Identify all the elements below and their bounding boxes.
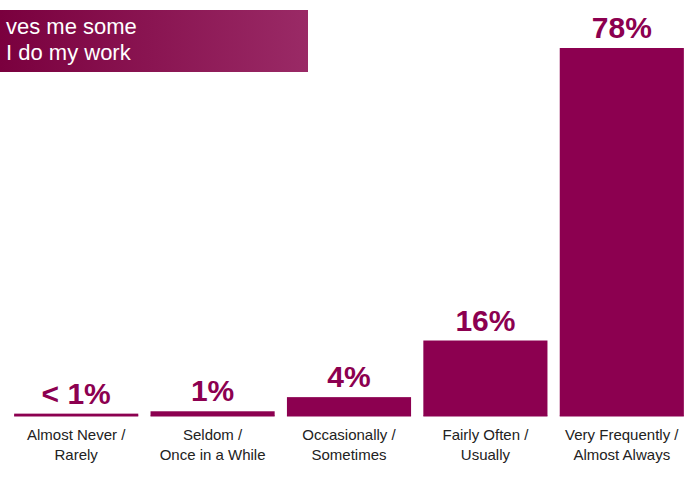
- bar: [423, 341, 547, 416]
- chart-root: ves me someI do my work < 1% 1% 4% 16% 78% Alm…: [0, 0, 698, 485]
- bar: [151, 411, 275, 416]
- baseline: [560, 416, 684, 417]
- title-group: ves me someI do my work: [0, 10, 308, 72]
- category-label: Very Frequently /Almost Always: [565, 426, 679, 463]
- data-label: < 1%: [42, 377, 111, 410]
- data-label: 78%: [592, 11, 652, 44]
- title-box: [0, 10, 308, 72]
- title: ves me someI do my work: [6, 14, 137, 65]
- data-label: 4%: [327, 360, 370, 393]
- category-label: Almost Never /Rarely: [27, 426, 126, 463]
- data-label: 16%: [455, 304, 515, 337]
- baselines: [14, 416, 684, 417]
- bars: [14, 48, 684, 416]
- chart-svg: ves me someI do my work < 1% 1% 4% 16% 78% Alm…: [0, 0, 698, 485]
- category-label: Occasionally /Sometimes: [302, 426, 396, 463]
- category-label: Seldom /Once in a While: [160, 426, 266, 463]
- bar: [14, 414, 138, 416]
- baseline: [14, 416, 138, 417]
- category-labels: Almost Never /Rarely Seldom /Once in a Wh…: [27, 426, 679, 463]
- category-label: Fairly Often /Usually: [442, 426, 529, 463]
- baseline: [423, 416, 547, 417]
- bar: [287, 397, 411, 416]
- bar: [560, 48, 684, 416]
- data-label: 1%: [191, 374, 234, 407]
- baseline: [287, 416, 411, 417]
- baseline: [151, 416, 275, 417]
- data-labels: < 1% 1% 4% 16% 78%: [42, 11, 652, 410]
